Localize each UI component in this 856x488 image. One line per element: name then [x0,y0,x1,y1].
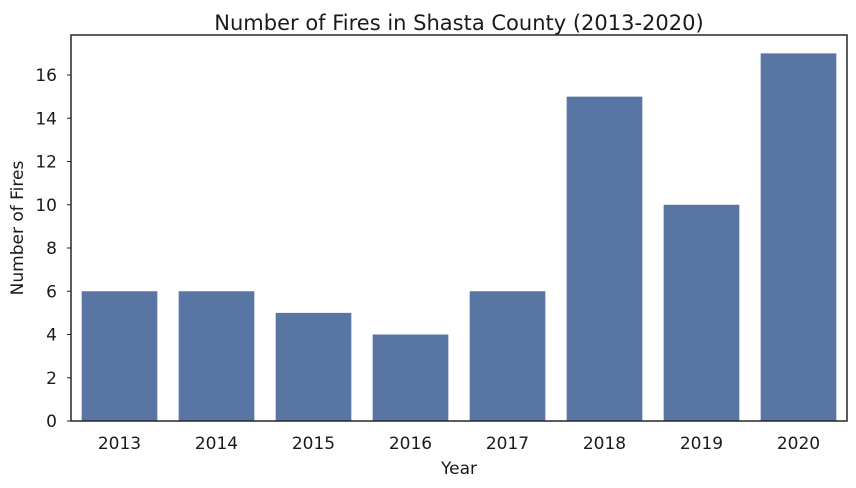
chart-title: Number of Fires in Shasta County (2013-2… [214,11,703,35]
y-tick-label-0: 0 [46,412,57,432]
x-tick-label-2015: 2015 [292,434,335,454]
x-tick-label-2017: 2017 [486,434,529,454]
bar-2018 [566,96,643,421]
y-tick-label-4: 4 [46,326,57,346]
bar-2016 [372,334,449,421]
y-tick-label-10: 10 [35,196,57,216]
y-tick-label-8: 8 [46,239,57,259]
y-tick-label-2: 2 [46,369,57,389]
bar-2017 [469,291,546,421]
plot-frame [70,34,848,422]
x-axis-ticks: 2013 2014 2015 2016 2017 2018 2019 2020 [98,434,820,454]
y-tick-label-16: 16 [35,66,57,86]
x-tick-label-2014: 2014 [195,434,238,454]
x-tick-label-2013: 2013 [98,434,141,454]
y-tick-label-12: 12 [35,153,57,173]
bar-2019 [663,204,740,421]
bar-2015 [275,312,352,421]
bar-2020 [760,53,837,421]
x-tick-label-2020: 2020 [777,434,820,454]
bar-2013 [81,291,158,421]
y-axis-label: Number of Fires [8,161,28,296]
bar-2014 [178,291,255,421]
x-axis-label: Year [440,459,477,479]
x-tick-label-2019: 2019 [680,434,723,454]
x-tick-label-2016: 2016 [389,434,432,454]
bars-layer [81,53,837,421]
y-tick-label-6: 6 [46,282,57,302]
y-axis-ticks: 0 2 4 6 8 10 12 14 16 [35,66,71,432]
y-tick-label-14: 14 [35,109,57,129]
x-tick-label-2018: 2018 [583,434,626,454]
